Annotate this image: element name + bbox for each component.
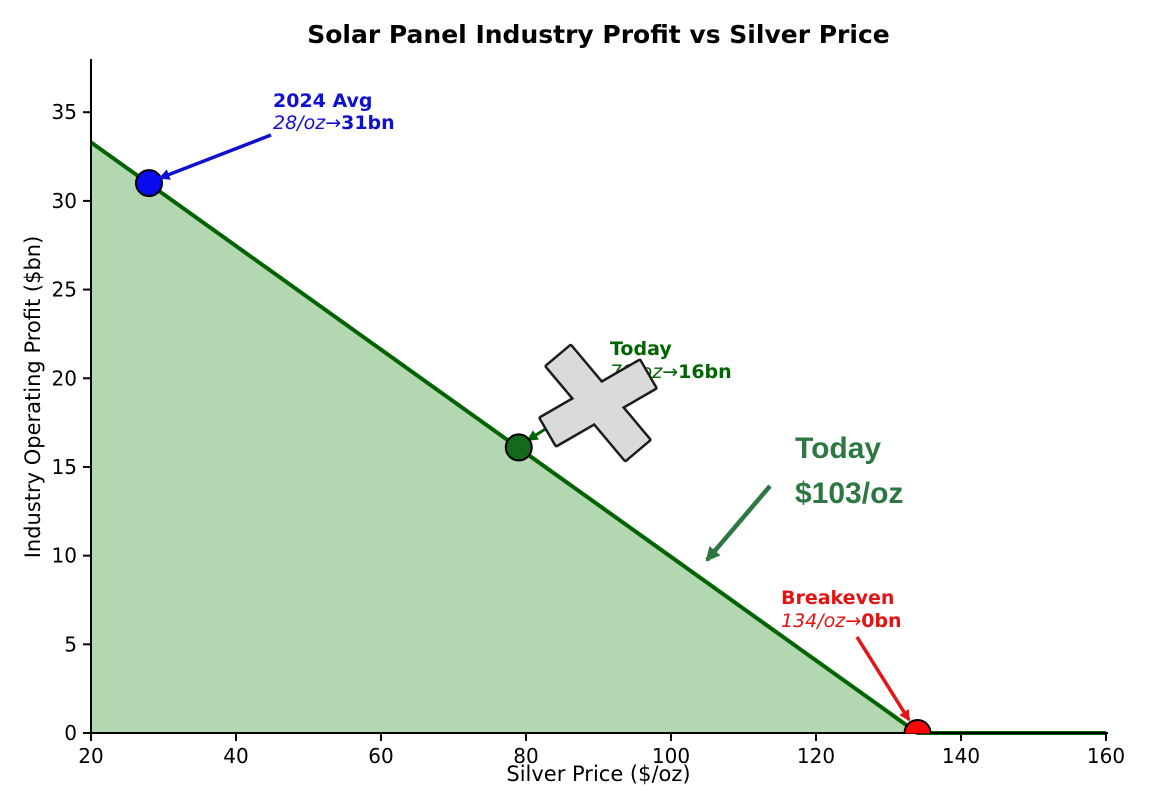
annotation-today-printed-text-line: Today [610,338,672,360]
annotation-today-handwritten-text-line: Today [795,432,881,465]
point-today-printed [504,433,533,462]
y-tick-label: 15 [52,455,77,479]
chart-title: Solar Panel Industry Profit vs Silver Pr… [307,20,890,49]
annotation-breakeven-arrow [855,636,911,722]
crossed-out-x-sticker [538,343,658,463]
x-tick-label: 140 [942,744,980,768]
x-tick-label: 100 [652,744,690,768]
annotation-today-printed-text-part: → [662,361,678,383]
y-tick-label: 10 [52,544,77,568]
annotation-2024-avg-text-part: 2024 Avg [273,90,373,112]
x-tick-label: 160 [1087,744,1125,768]
crossed-out-x-sticker-bar-fill [540,361,656,445]
x-tick-label: 80 [513,744,538,768]
annotation-breakeven-text-line: 134/oz→0bn [781,610,902,632]
annotation-2024-avg-text-part: 31bn [341,112,395,134]
y-tick-label: 0 [64,721,77,745]
markers-group [135,169,932,734]
annotation-today-printed-text-part: Today [610,338,672,360]
annotation-today-printed-text-part: 16bn [678,361,732,383]
y-tick-label: 5 [64,632,77,656]
point-breakeven [903,719,932,734]
y-tick-label: 20 [52,366,77,390]
annotation-breakeven-text-part: 0bn [861,610,901,632]
annotation-breakeven-text-part: 134/oz [781,610,846,632]
y-tick-label: 30 [52,189,77,213]
annotation-breakeven-text-line: Breakeven [781,587,894,609]
x-tick-label: 20 [78,744,103,768]
x-tick-label: 120 [797,744,835,768]
y-tick-label: 25 [52,278,77,302]
annotation-breakeven-text-part: → [845,610,861,632]
y-tick-label: 35 [52,100,77,124]
annotation-breakeven-text-part: Breakeven [781,587,894,609]
x-tick-label: 60 [368,744,393,768]
annotation-2024-avg-text-line: 2024 Avg [273,90,373,112]
x-tick-label: 40 [223,744,248,768]
annotation-2024-avg-text-part: 28/oz [273,112,326,134]
annotation-2024-avg-text-part: → [325,112,341,134]
y-axis-label: Industry Operating Profit ($bn) [21,235,45,559]
annotation-today-handwritten-text-line: $103/oz [795,477,903,510]
annotation-2024-avg-text-line: 28/oz→31bn [273,112,395,134]
annotation-today-handwritten-arrow [705,484,772,562]
annotation-today-handwritten-text-part: Today [795,432,881,465]
x-axis-label: Silver Price ($/oz) [506,762,691,786]
point-2024-avg [135,169,163,198]
annotation-today-handwritten-text-part: $103/oz [795,477,903,510]
annotation-2024-avg-arrow [158,133,272,180]
